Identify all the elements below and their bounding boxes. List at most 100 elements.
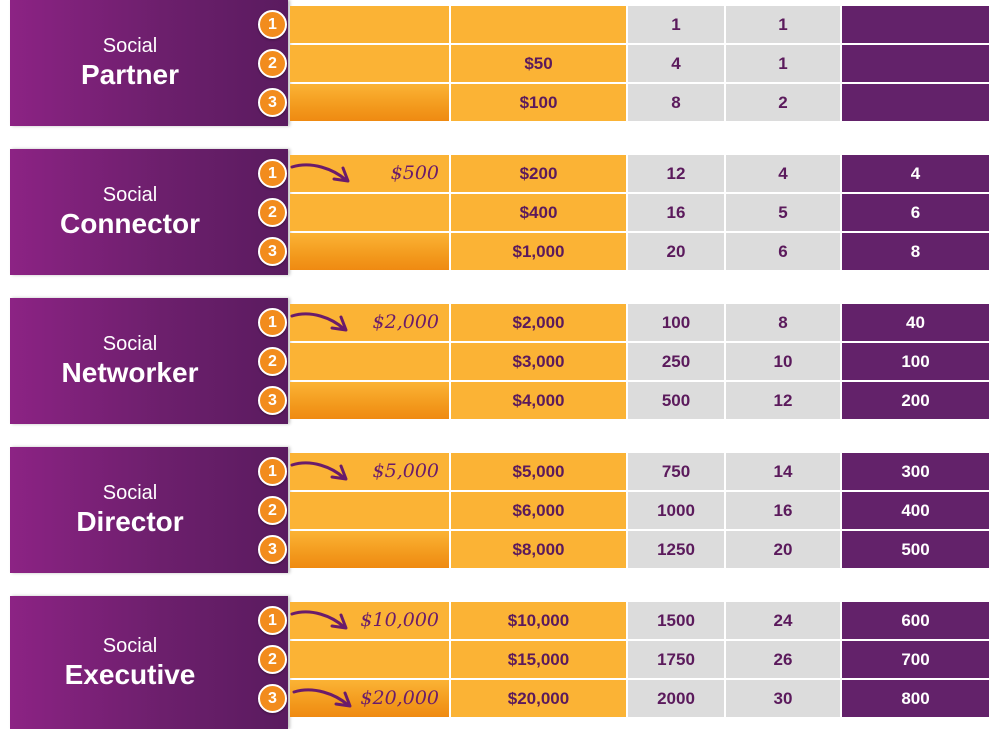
cell-hand-value [290,6,449,43]
step-number-badge: 3 [258,684,287,713]
cell-hand-value [290,233,449,270]
tier-networker: Social Networker $2,000 $2,000 100 8 40 1 $3,000… [10,298,989,424]
cell-hand-value: $500 [290,155,449,192]
step-number-badge: 2 [258,496,287,525]
cell-hand-value [290,382,449,419]
tier-label-big: Connector [60,208,200,239]
table-row: $50 4 1 2 [10,45,989,82]
table-row: $20,000 $20,000 2000 30 800 3 [10,680,989,717]
cell-amount: $400 [451,194,626,231]
table-row: $2,000 $2,000 100 8 40 1 [10,304,989,341]
cell-col3: 4 [628,45,724,82]
tier-label: Social Connector [10,149,288,275]
cell-col3: 1 [628,6,724,43]
step-number-badge: 2 [258,347,287,376]
cell-col4: 14 [726,453,840,490]
cell-col3: 20 [628,233,724,270]
cell-col5: 500 [842,531,989,568]
step-number-badge: 2 [258,645,287,674]
tier-executive: Social Executive $10,000 $10,000 1500 24 600 1 $… [10,596,989,729]
cell-amount [451,6,626,43]
tier-partner: Social Partner 1 1 1 $50 4 1 2 $100 8 2 3 [10,0,989,126]
cell-col5 [842,84,989,121]
tier-label-small: Social [102,184,158,206]
step-number-badge: 1 [258,308,287,337]
cell-col3: 12 [628,155,724,192]
table-row: $3,000 250 10 100 2 [10,343,989,380]
cell-hand-value [290,531,449,568]
cell-col4: 12 [726,382,840,419]
step-number-badge: 1 [258,159,287,188]
cell-amount: $5,000 [451,453,626,490]
cell-col5: 600 [842,602,989,639]
cell-amount: $100 [451,84,626,121]
cell-col3: 500 [628,382,724,419]
cell-hand-value: $20,000 [290,680,449,717]
tier-label-small: Social [102,482,158,504]
tier-connector: Social Connector $500 $200 12 4 4 1 $400 16 5 6 2 $1,… [10,149,989,275]
cell-col4: 20 [726,531,840,568]
cell-col3: 250 [628,343,724,380]
cell-col3: 8 [628,84,724,121]
tier-label: Social Executive [10,596,288,729]
tier-label-big: Director [76,506,184,537]
cell-col5: 6 [842,194,989,231]
cell-col3: 750 [628,453,724,490]
cell-amount: $4,000 [451,382,626,419]
cell-col3: 1250 [628,531,724,568]
table-row: $4,000 500 12 200 3 [10,382,989,419]
tier-label-big: Partner [80,59,180,90]
tier-label-big: Networker [61,357,199,388]
cell-col5: 200 [842,382,989,419]
cell-col4: 1 [726,6,840,43]
cell-hand-value: $5,000 [290,453,449,490]
tier-director: Social Director $5,000 $5,000 750 14 300 1 $6,00… [10,447,989,573]
cell-col5: 400 [842,492,989,529]
cell-col5 [842,45,989,82]
cell-col5: 40 [842,304,989,341]
cell-col4: 5 [726,194,840,231]
cell-col4: 1 [726,45,840,82]
cell-col4: 10 [726,343,840,380]
table-row: $1,000 20 6 8 3 [10,233,989,270]
cell-col3: 100 [628,304,724,341]
step-number-badge: 1 [258,457,287,486]
tier-label-small: Social [102,333,158,355]
tier-label: Social Partner [10,0,288,126]
cell-hand-value [290,84,449,121]
tier-label: Social Director [10,447,288,573]
table-row: $400 16 5 6 2 [10,194,989,231]
cell-hand-value [290,343,449,380]
cell-col5: 8 [842,233,989,270]
cell-col3: 2000 [628,680,724,717]
cell-hand-value [290,45,449,82]
cell-amount: $200 [451,155,626,192]
table-row: $5,000 $5,000 750 14 300 1 [10,453,989,490]
table-row: $100 8 2 3 [10,84,989,121]
tier-label: Social Networker [10,298,288,424]
step-number-badge: 2 [258,49,287,78]
table-row: $10,000 $10,000 1500 24 600 1 [10,602,989,639]
step-number-badge: 1 [258,606,287,635]
cell-amount: $10,000 [451,602,626,639]
cell-col4: 24 [726,602,840,639]
table-row: $15,000 1750 26 700 2 [10,641,989,678]
tier-label-small: Social [102,35,158,57]
step-number-badge: 3 [258,88,287,117]
cell-amount: $15,000 [451,641,626,678]
cell-amount: $8,000 [451,531,626,568]
cell-col4: 4 [726,155,840,192]
cell-amount: $1,000 [451,233,626,270]
table-row: $500 $200 12 4 4 1 [10,155,989,192]
cell-col3: 1750 [628,641,724,678]
cell-col5: 4 [842,155,989,192]
cell-hand-value [290,492,449,529]
cell-col4: 8 [726,304,840,341]
cell-hand-value [290,641,449,678]
cell-col3: 1000 [628,492,724,529]
table-row: $8,000 1250 20 500 3 [10,531,989,568]
cell-col4: 2 [726,84,840,121]
cell-col4: 26 [726,641,840,678]
step-number-badge: 1 [258,10,287,39]
